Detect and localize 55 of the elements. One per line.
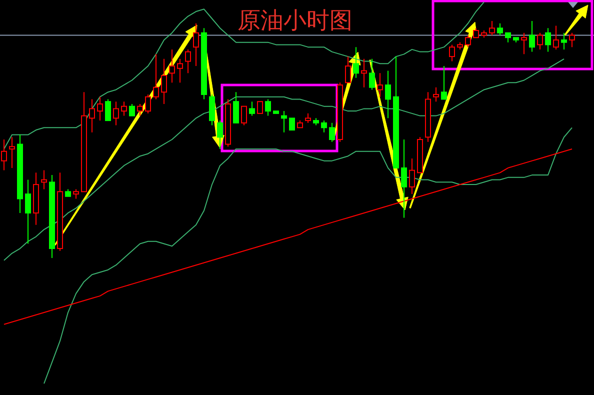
- candlestick: [193, 22, 199, 67]
- candlestick: [161, 58, 167, 104]
- candlestick: [433, 86, 439, 102]
- candlestick: [537, 32, 543, 50]
- candlestick: [113, 101, 119, 126]
- candlestick: [329, 122, 335, 142]
- chart-title: 原油小时图: [238, 8, 352, 34]
- candlestick: [257, 101, 263, 114]
- candlestick: [41, 170, 47, 190]
- candlestick: [265, 98, 271, 116]
- candlestick: [241, 106, 247, 126]
- candlestick: [153, 54, 159, 100]
- candlestick: [553, 25, 559, 50]
- candlestick: [249, 101, 255, 116]
- candlestick: [185, 48, 191, 74]
- candlestick: [89, 98, 95, 133]
- candlestick: [361, 58, 367, 88]
- candlestick: [353, 46, 359, 78]
- candlestick: [345, 56, 351, 84]
- candlestick: [505, 32, 511, 43]
- candlestick: [169, 48, 175, 84]
- candlestick: [209, 94, 215, 126]
- candlestick: [73, 188, 79, 200]
- candlestick: [369, 58, 375, 90]
- candlestick: [569, 32, 575, 48]
- candlestick: [1, 139, 7, 171]
- candlestick: [105, 98, 111, 122]
- candlestick: [217, 120, 223, 150]
- candlestick: [121, 101, 127, 116]
- candlestick: [25, 179, 31, 244]
- candlestick: [97, 96, 103, 122]
- candlestick: [145, 94, 151, 114]
- candlestick: [473, 28, 479, 38]
- candlestick: [497, 22, 503, 36]
- candlestick: [441, 66, 447, 100]
- candlestick: [561, 32, 567, 50]
- candlestick: [177, 58, 183, 84]
- candlestick: [137, 103, 143, 116]
- candlestick: [321, 120, 327, 133]
- candlestick: [281, 110, 287, 133]
- candlestick: [489, 20, 495, 36]
- candlestick: [521, 32, 527, 55]
- candlestick: [529, 20, 535, 52]
- candlestick: [385, 70, 391, 119]
- candlestick: [289, 118, 295, 131]
- candlestick: [409, 158, 415, 195]
- candlestick: [377, 72, 383, 98]
- candlestick: [401, 139, 407, 218]
- candlestick: [129, 103, 135, 116]
- candlestick: [233, 92, 239, 124]
- candlestick: [545, 28, 551, 52]
- candlestick: [465, 34, 471, 48]
- candlestick: [9, 136, 15, 168]
- candlestick: [305, 112, 311, 124]
- candlestick: [449, 44, 455, 62]
